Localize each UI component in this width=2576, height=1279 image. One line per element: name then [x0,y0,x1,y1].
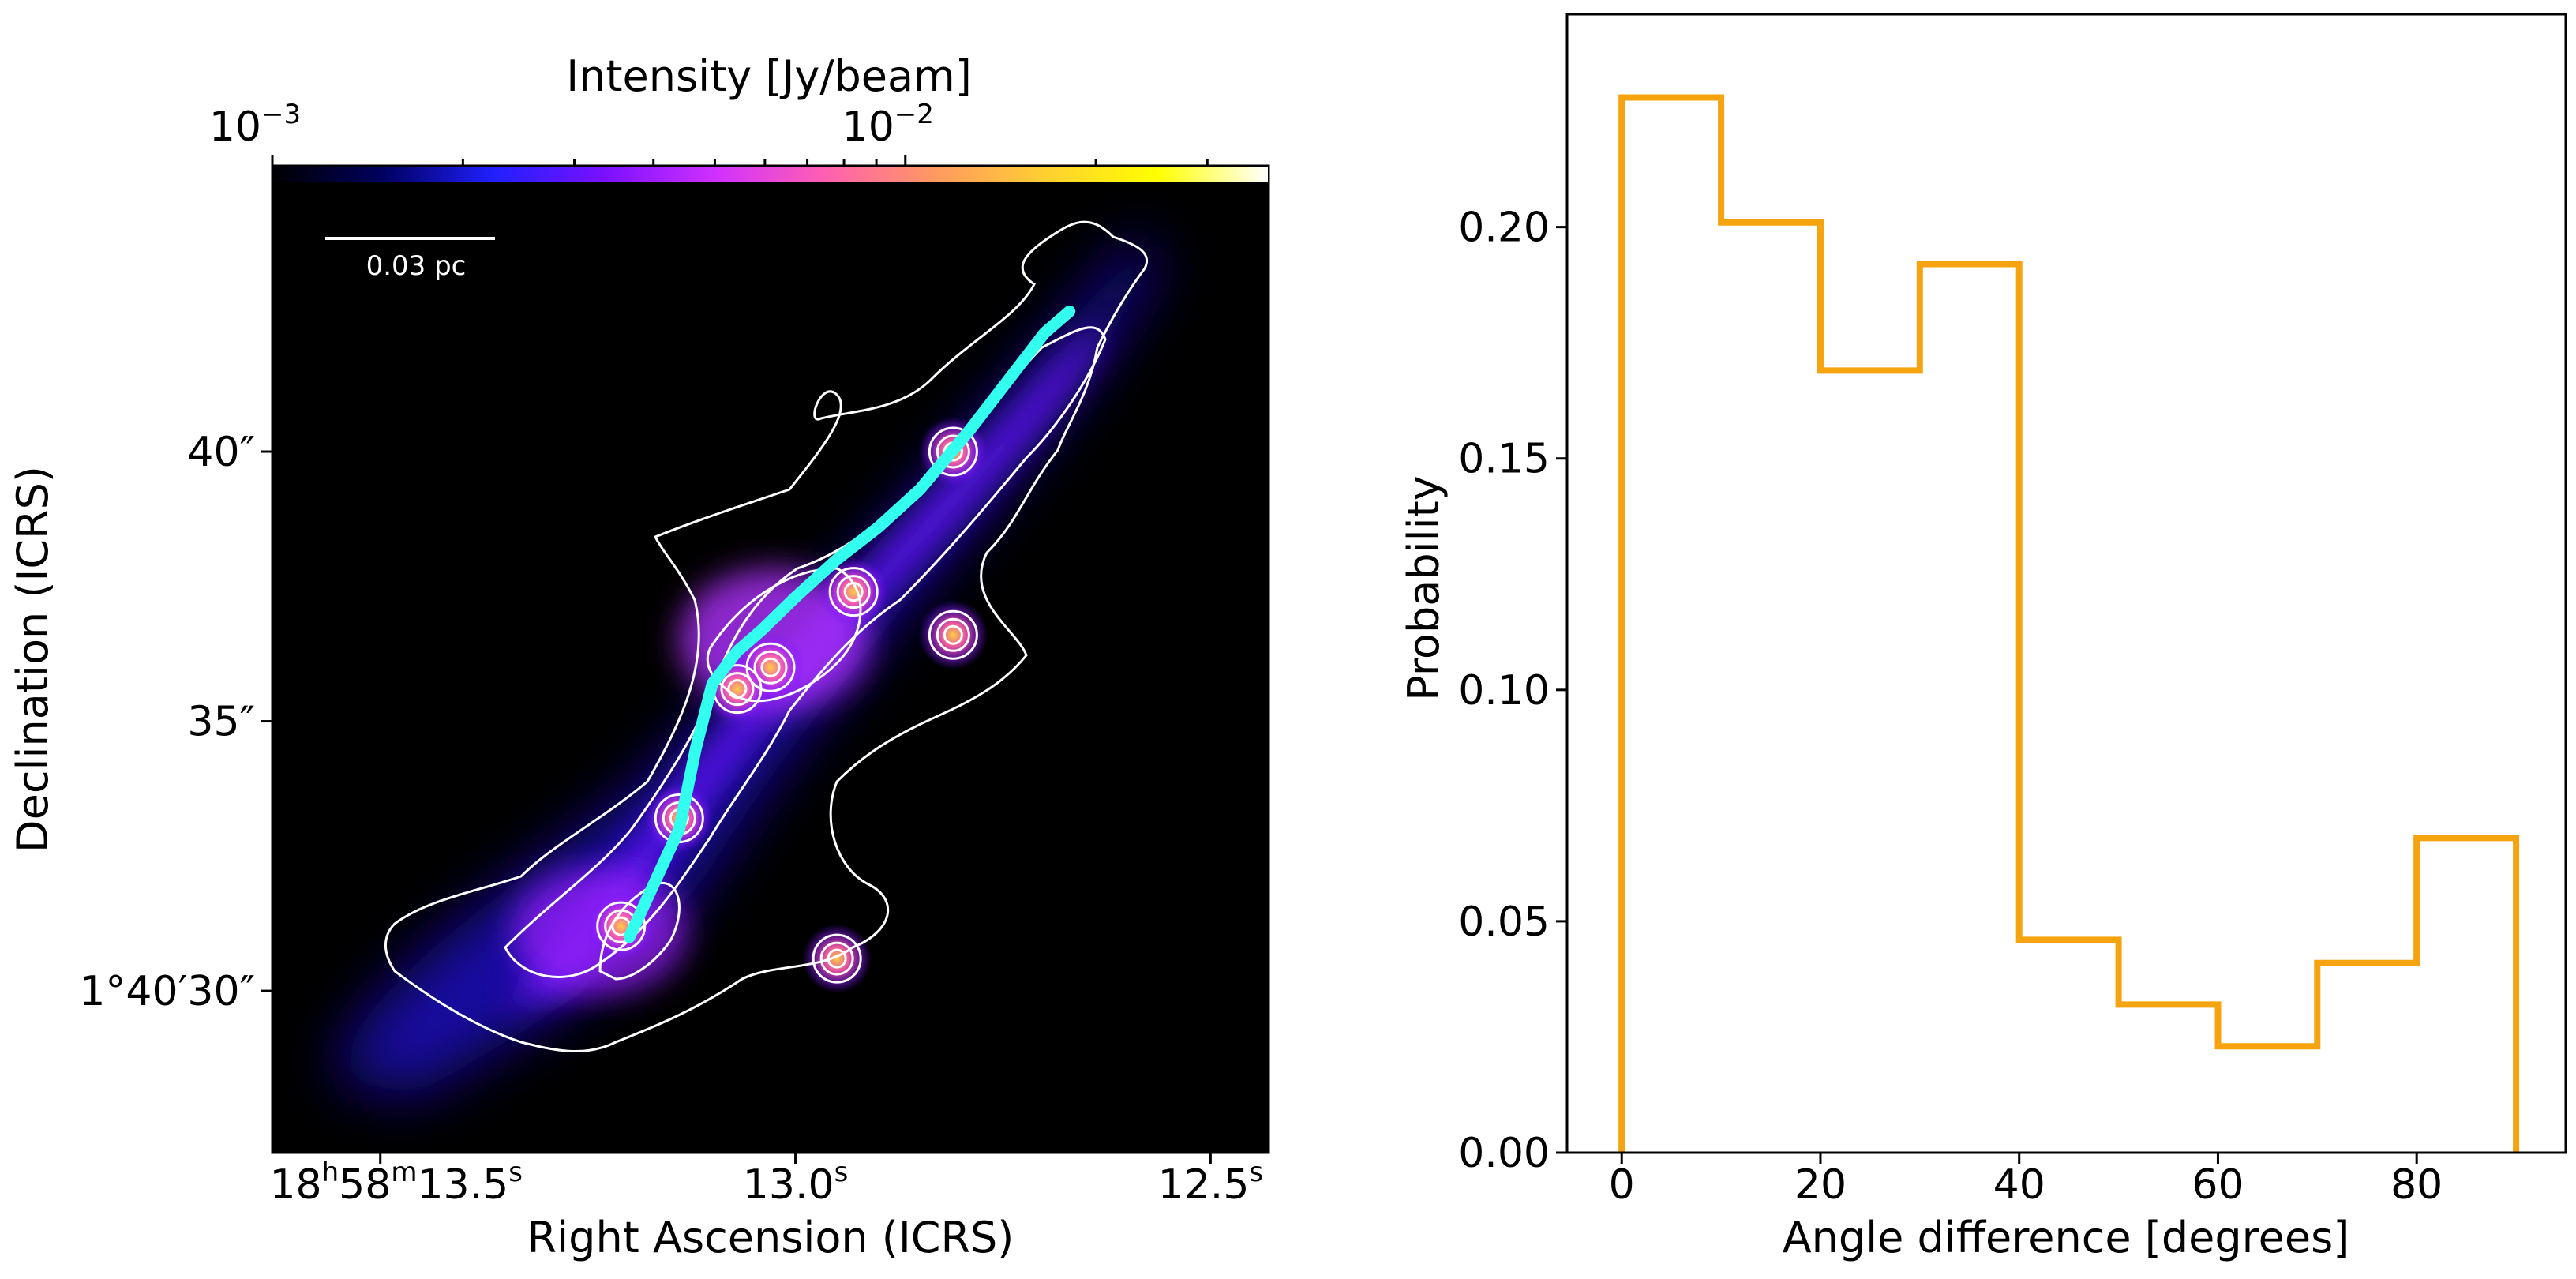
core-contour-ring [936,434,970,469]
histogram-step-line [1618,94,2520,1153]
histogram-y-axis-label: Probability [1399,475,1449,700]
histogram-y-tick-label: 0.20 [1458,204,1550,252]
map-y-ticks: 40″ 35″ 1°40′30″ [79,429,272,1015]
histogram-bin [1622,98,1721,1153]
filament-spine [623,305,1076,943]
colorbar-tick-label: 10−3 [209,99,301,151]
filament-envelope [332,237,1161,1097]
histogram-x-tick-label: 0 [1609,1161,1635,1209]
core-contour-ring [819,941,854,976]
contour-level-3 [706,567,862,703]
core-contour-ring [936,617,970,652]
intensity-map-panel: 0.03 pc 18h58m13.5s 13.0s 12.5s 40″ 35″ 1°40… [8,164,1270,1262]
histogram-y-tick-label: 0.00 [1458,1130,1550,1177]
histogram-frame [1565,13,2567,1154]
core-contour-ring [836,575,871,609]
histogram-panel: 0 20 40 60 80 0.00 0.05 0.10 0.15 0.20 Angle dif… [1399,13,2567,1262]
histogram-x-tick-label: 40 [1993,1161,2045,1209]
map-x-tick-label: 13.0s [743,1157,849,1209]
histogram-bin [2119,1004,2218,1153]
map-x-axis-label: Right Ascension (ICRS) [527,1213,1014,1262]
core-contour-ring [727,679,748,700]
core-contour-ring [828,567,879,617]
contour-level-1 [384,220,1148,1053]
histogram-bin [2019,940,2119,1153]
map-y-axis-label: Declination (ICRS) [8,466,58,853]
colorbar-strip [272,165,1269,184]
histogram-bin [1920,264,2019,1153]
core-contour-ring [753,650,788,685]
histogram-x-tick-label: 60 [2192,1161,2244,1209]
histogram-bins [1622,98,2516,1153]
scale-bar-label: 0.03 pc [366,250,467,282]
core-contour-ring [943,624,963,645]
histogram-y-tick-label: 0.15 [1458,436,1550,483]
map-x-ticks: 18h58m13.5s 13.0s 12.5s [269,1153,1263,1209]
core-contours [596,426,978,984]
core-contour-ring [760,657,781,677]
map-y-tick-label: 40″ [187,429,255,476]
core-contour-ring [596,901,647,951]
map-x-tick-label: 12.5s [1158,1157,1264,1209]
histogram-y-tick-label: 0.05 [1458,898,1550,946]
core-contour-ring [928,426,978,477]
histogram-bin [1721,223,1820,1153]
colorbar-tick-label: 10−2 [842,99,934,151]
histogram-x-axis-label: Angle difference [degrees] [1783,1213,2350,1262]
core-contour-ring [928,609,978,660]
map-x-tick-label: 18h58m13.5s [269,1157,523,1209]
colorbar: 10−3 10−2 Intensity [Jy/beam] [209,51,1269,184]
histogram-x-ticks: 0 20 40 60 80 [1609,1153,2443,1209]
histogram-bin [2317,963,2417,1153]
map-y-tick-label: 35″ [187,699,255,746]
histogram-x-tick-label: 80 [2390,1161,2443,1209]
histogram-bin [2218,1046,2317,1153]
core-contour-ring [812,933,862,984]
core-contour-ring [720,672,755,707]
scale-bar: 0.03 pc [325,237,495,282]
map-y-tick-label: 1°40′30″ [79,968,255,1015]
histogram-x-tick-label: 20 [1794,1161,1847,1209]
histogram-bin [1820,370,1920,1153]
histogram-y-ticks: 0.00 0.05 0.10 0.15 0.20 [1458,204,1567,1177]
colorbar-ticks: 10−3 10−2 [209,99,1209,166]
histogram-y-tick-label: 0.10 [1458,667,1550,715]
core-contour-ring [843,582,864,602]
colorbar-label: Intensity [Jy/beam] [566,51,972,101]
core-contour-ring [827,948,847,969]
intensity-contours [384,220,1148,1053]
histogram-bin [2417,838,2516,1153]
